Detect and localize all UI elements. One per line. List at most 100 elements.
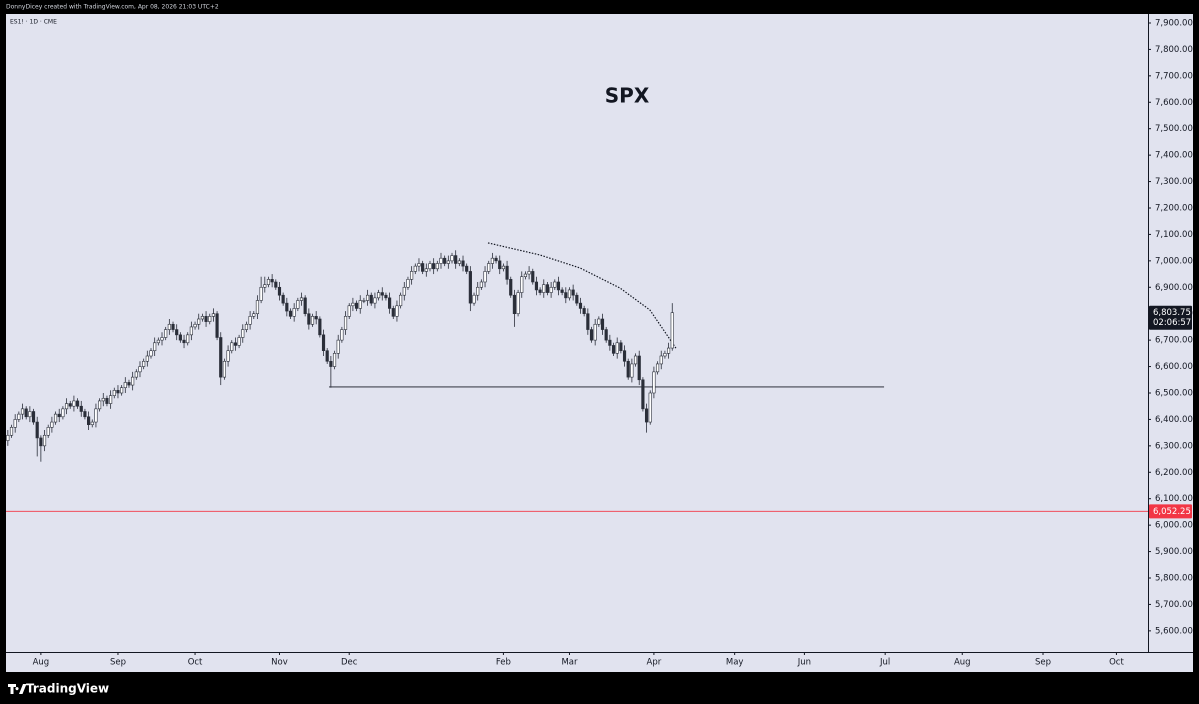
candle-body	[35, 421, 39, 439]
candle-body	[641, 379, 645, 410]
candle-body	[391, 308, 395, 317]
candle	[542, 279, 546, 298]
candle	[343, 311, 348, 335]
y-tick-label: 7,400.00	[1155, 151, 1193, 161]
candle	[365, 289, 370, 306]
candle-body	[428, 263, 432, 270]
candle-body	[318, 318, 322, 336]
candle	[149, 348, 153, 359]
candle	[156, 337, 160, 346]
candle	[432, 258, 436, 275]
candle	[498, 255, 502, 275]
candle	[362, 297, 366, 304]
candle-body	[402, 286, 406, 296]
candle	[75, 398, 80, 409]
candle	[6, 429, 10, 446]
candle	[395, 300, 399, 322]
x-tick-label: Feb	[496, 658, 511, 668]
candle-body	[307, 313, 311, 325]
candle	[402, 281, 406, 301]
candle-body	[123, 382, 127, 389]
candle-body	[325, 350, 329, 362]
candle-body	[454, 255, 458, 264]
candle-body	[380, 292, 384, 296]
candle-body	[597, 318, 601, 325]
candle-body	[351, 302, 355, 307]
candle-body	[164, 329, 168, 338]
candle	[340, 326, 344, 343]
candle-body	[589, 329, 594, 341]
candle	[457, 258, 461, 267]
y-tick-label: 6,000.00	[1155, 521, 1193, 531]
candle-body	[465, 265, 469, 272]
candle	[391, 305, 395, 319]
candle	[39, 435, 43, 462]
y-tick-label: 7,000.00	[1155, 256, 1193, 266]
price-line-badge	[1149, 504, 1192, 519]
candle	[604, 326, 608, 343]
candle	[204, 311, 208, 327]
candle-body	[498, 260, 502, 270]
candle	[61, 406, 65, 420]
candle	[549, 281, 553, 298]
candle	[582, 305, 586, 317]
candle-body	[156, 339, 160, 344]
candle	[424, 263, 428, 277]
candle-body	[343, 316, 348, 330]
candle	[663, 350, 667, 359]
candle-body	[105, 397, 109, 404]
candle-body	[138, 366, 142, 373]
candle	[406, 276, 410, 290]
candle	[24, 406, 28, 420]
candle	[9, 424, 14, 438]
candle-body	[523, 273, 528, 278]
candle	[450, 252, 454, 264]
candle	[237, 334, 241, 349]
candle-body	[435, 263, 439, 270]
candle	[79, 400, 83, 417]
candle	[233, 337, 238, 351]
candle-body	[233, 342, 238, 346]
candle-body	[9, 427, 14, 436]
candle-body	[90, 421, 94, 426]
y-tick-label: 7,200.00	[1155, 203, 1193, 213]
candle	[512, 289, 516, 327]
candle	[641, 377, 645, 412]
candle	[332, 350, 337, 370]
candle-body	[358, 300, 362, 309]
candle	[545, 281, 550, 296]
candle	[509, 276, 513, 298]
candle	[670, 303, 674, 351]
candle-body	[219, 337, 223, 378]
y-tick-label: 6,500.00	[1155, 388, 1193, 398]
candle	[211, 308, 215, 322]
x-tick-label: Oct	[188, 658, 203, 668]
candle	[622, 345, 627, 367]
candle	[589, 326, 594, 343]
candle	[274, 279, 278, 290]
candle-body	[193, 323, 197, 328]
candle-body	[553, 281, 557, 288]
candle-body	[42, 434, 47, 447]
candle	[476, 281, 480, 301]
candle	[454, 250, 458, 269]
candle-body	[494, 257, 498, 262]
candle-body	[167, 323, 171, 330]
candle-body	[626, 360, 630, 378]
candle	[28, 406, 32, 423]
candle-body	[109, 395, 113, 404]
candle	[167, 318, 171, 335]
candle	[417, 258, 421, 272]
candle	[182, 334, 186, 349]
candle-body	[369, 294, 373, 304]
candle	[208, 313, 212, 325]
candle-body	[299, 297, 304, 301]
candle	[325, 348, 329, 364]
candle-body	[292, 308, 296, 317]
x-tick-label: Sep	[110, 658, 126, 668]
candle	[648, 390, 652, 425]
candle	[501, 263, 505, 272]
candle	[428, 260, 432, 272]
last-price-label: 6,803.75	[1153, 308, 1191, 318]
candle	[564, 287, 568, 304]
